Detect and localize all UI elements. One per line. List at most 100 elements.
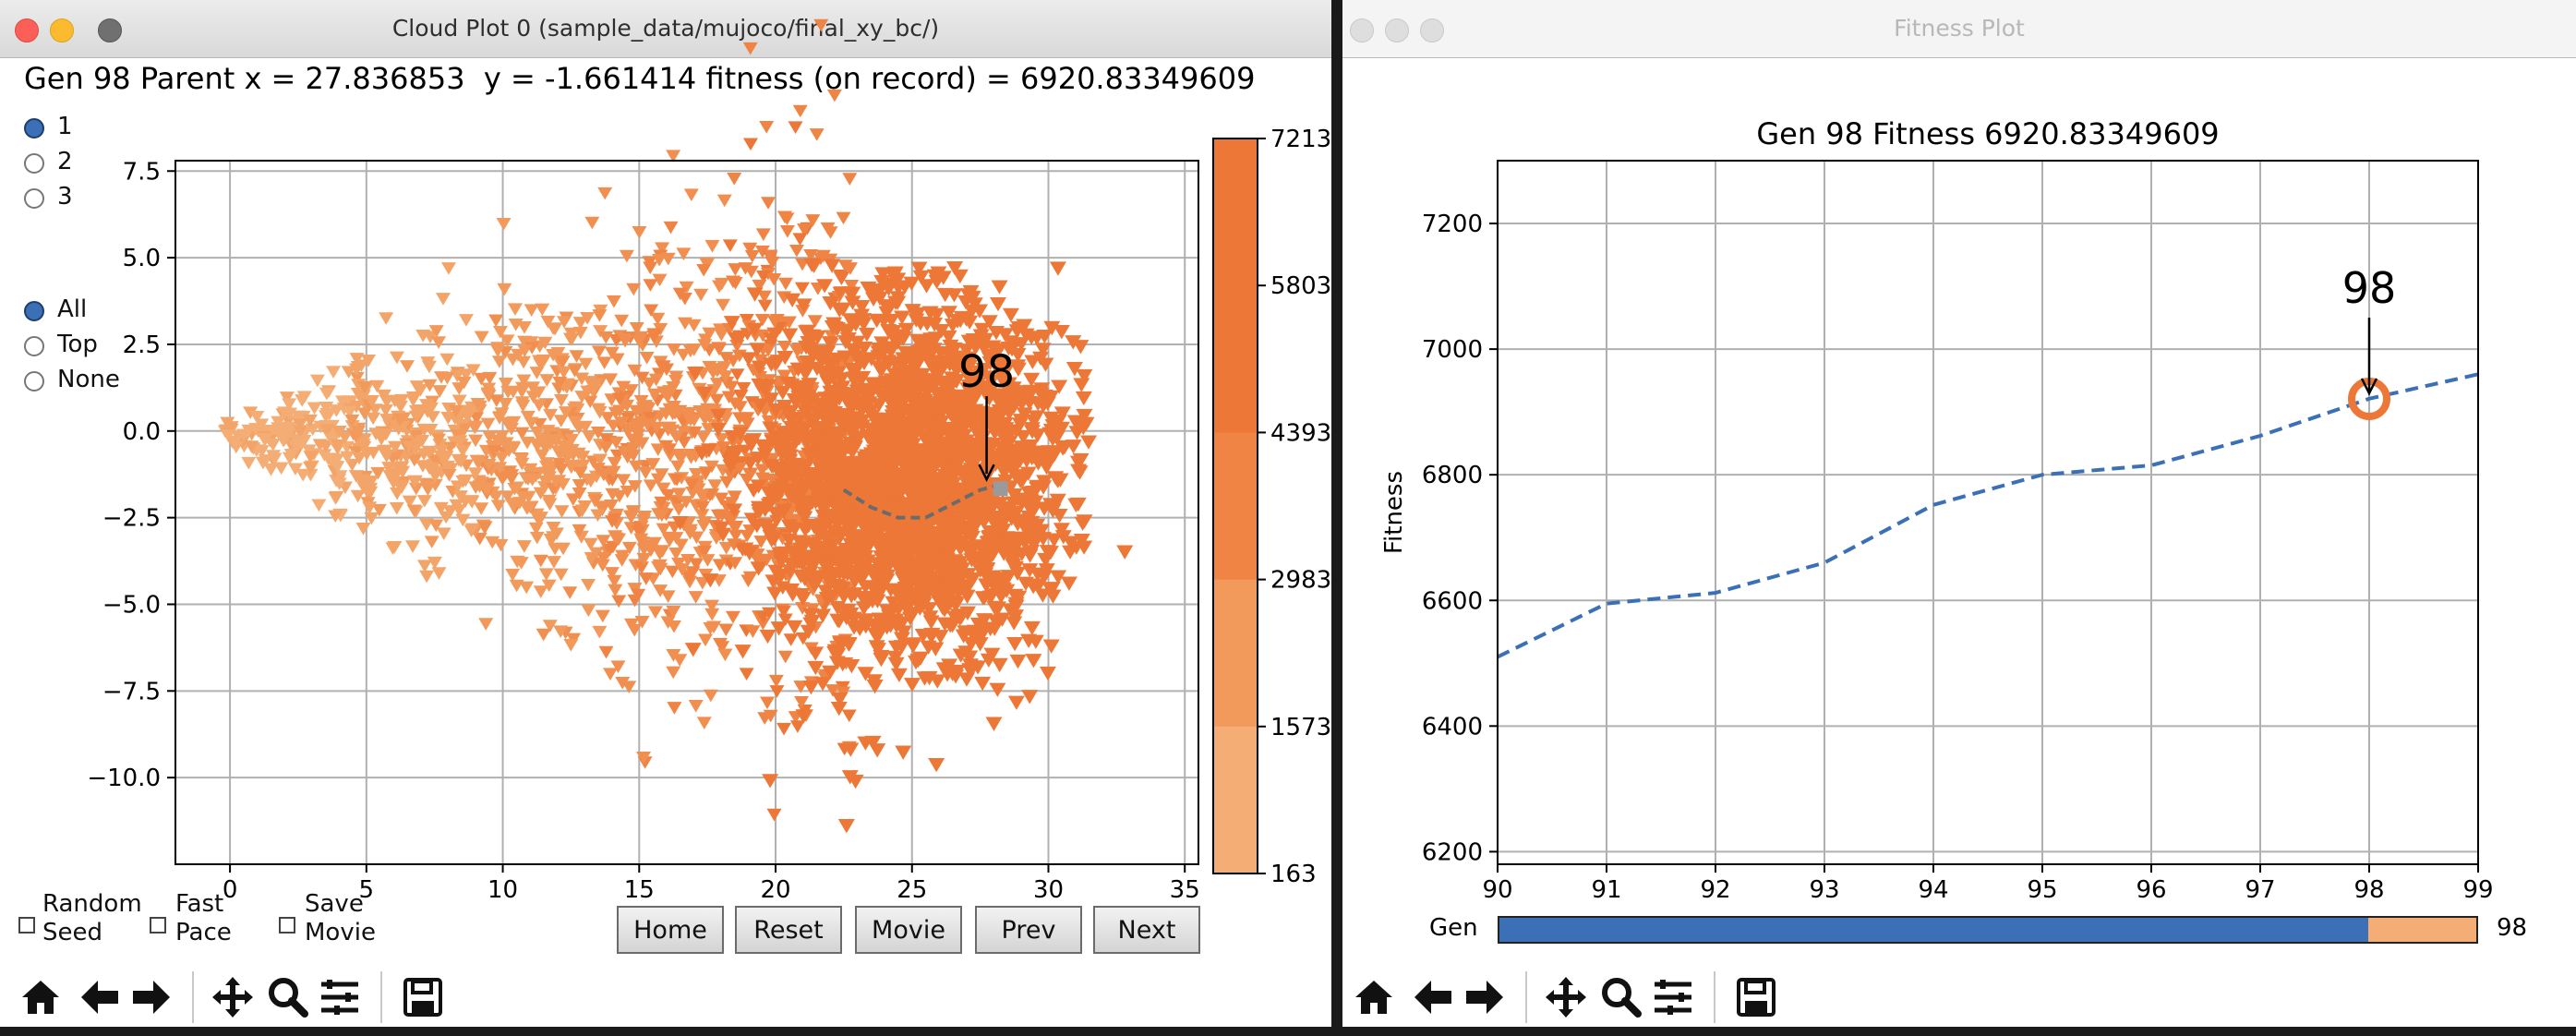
toolbar-separator (192, 971, 194, 1023)
forward-arrow-toolbar-button[interactable] (1461, 973, 1509, 1021)
scatter-marker (1072, 340, 1089, 355)
scatter-marker (221, 429, 236, 442)
filter-radio-all[interactable] (24, 301, 44, 321)
scatter-marker (491, 355, 507, 368)
prev-button[interactable]: Prev (975, 906, 1082, 954)
scatter-marker (241, 456, 257, 470)
close-window-icon[interactable] (1350, 18, 1374, 42)
scatter-marker (959, 288, 977, 303)
scatter-marker (228, 440, 244, 454)
home-icon (22, 981, 59, 1014)
scatter-marker (1068, 426, 1086, 440)
scatter-marker (619, 249, 634, 263)
zoom-window-icon[interactable] (1420, 18, 1444, 42)
scatter-marker (909, 413, 926, 428)
scatter-marker (806, 433, 824, 448)
scatter-marker (952, 505, 969, 520)
scatter-marker (760, 696, 776, 710)
scatter-marker (870, 350, 887, 365)
rank-radio-1[interactable] (24, 118, 44, 139)
scatter-marker (575, 459, 591, 473)
scatter-marker (803, 248, 819, 262)
gen-slider[interactable] (1498, 916, 2478, 944)
scatter-marker (895, 745, 912, 760)
rank-radio-2[interactable] (24, 153, 44, 174)
back-arrow-toolbar-button[interactable] (1409, 973, 1457, 1021)
scatter-marker (857, 550, 874, 565)
scatter-marker (967, 341, 984, 355)
scatter-marker (523, 500, 538, 514)
configure-subplots-toolbar-button[interactable] (1649, 973, 1697, 1021)
scatter-marker (621, 541, 637, 555)
scatter-marker (340, 451, 355, 464)
cloud-titlebar[interactable]: Cloud Plot 0 (sample_data/mujoco/final_x… (0, 0, 1331, 58)
save-movie-checkbox[interactable] (279, 917, 295, 934)
scatter-marker (837, 819, 855, 834)
forward-arrow-toolbar-button[interactable] (127, 973, 175, 1021)
pan-toolbar-button[interactable] (1542, 973, 1590, 1021)
scatter-marker (329, 404, 344, 417)
scatter-marker (666, 606, 681, 619)
scatter-marker (887, 657, 905, 672)
reset-button[interactable]: Reset (735, 906, 842, 954)
scatter-marker (654, 496, 669, 510)
fast-pace-checkbox[interactable] (150, 917, 166, 934)
scatter-marker (858, 327, 875, 343)
scatter-marker (958, 606, 976, 620)
scatter-marker (666, 150, 681, 163)
pan-toolbar-button[interactable] (209, 973, 257, 1021)
scatter-marker (689, 558, 704, 571)
scatter-marker (879, 500, 897, 514)
configure-subplots-toolbar-button[interactable] (316, 973, 364, 1021)
scatter-marker (894, 483, 911, 499)
home-toolbar-button[interactable] (17, 973, 65, 1021)
scatter-marker (809, 405, 826, 420)
scatter-marker (386, 476, 402, 489)
scatter-marker (379, 450, 394, 464)
scatter-marker (349, 371, 365, 385)
filter-radio-top[interactable] (24, 336, 44, 356)
zoom-toolbar-button[interactable] (264, 973, 312, 1021)
movie-button[interactable]: Movie (855, 906, 962, 954)
scatter-marker (392, 400, 408, 414)
scatter-marker (779, 376, 797, 392)
back-arrow-toolbar-button[interactable] (76, 973, 124, 1021)
scatter-marker (567, 365, 583, 378)
save-toolbar-button[interactable] (399, 973, 447, 1021)
zoom-window-icon[interactable] (98, 18, 122, 42)
scatter-marker (583, 475, 598, 488)
zoom-toolbar-button[interactable] (1597, 973, 1645, 1021)
fitness-titlebar[interactable]: Fitness Plot (1342, 0, 2576, 58)
fitness-line-chart[interactable]: Gen 98 Fitness 6920.83349609 90 91 92 93 94 95… (1342, 0, 2576, 1027)
scatter-marker (997, 422, 1015, 437)
next-button[interactable]: Next (1093, 906, 1200, 954)
rank-radio-3[interactable] (24, 188, 44, 209)
home-button[interactable]: Home (617, 906, 724, 954)
scatter-marker (781, 316, 797, 330)
random-seed-checkbox[interactable] (18, 917, 35, 934)
save-toolbar-button[interactable] (1732, 973, 1780, 1021)
minimize-window-icon[interactable] (1385, 18, 1409, 42)
scatter-marker (681, 406, 697, 420)
scatter-marker (935, 459, 953, 475)
scatter-marker (616, 474, 632, 487)
scatter-marker (726, 503, 743, 518)
scatter-marker (660, 391, 676, 404)
home-toolbar-button[interactable] (1350, 973, 1398, 1021)
filter-radio-none[interactable] (24, 371, 44, 392)
scatter-marker (598, 433, 614, 446)
scatter-marker (864, 377, 882, 392)
cloud-scatter-plot[interactable]: 0 5 10 15 20 25 30 35 7.5 5.0 2.5 0.0 −2.5 −5.0 −7.5 −1… (0, 0, 1331, 1027)
scatter-marker (283, 426, 298, 439)
close-window-icon[interactable] (15, 18, 39, 42)
scatter-marker (752, 279, 767, 293)
scatter-marker (849, 556, 866, 571)
scatter-marker (533, 585, 548, 598)
scatter-marker (946, 610, 964, 625)
scatter-marker (600, 412, 616, 425)
minimize-window-icon[interactable] (50, 18, 74, 42)
scatter-marker (428, 325, 444, 338)
scatter-marker (814, 677, 832, 692)
scatter-marker (797, 223, 813, 236)
scatter-marker (1026, 578, 1043, 593)
